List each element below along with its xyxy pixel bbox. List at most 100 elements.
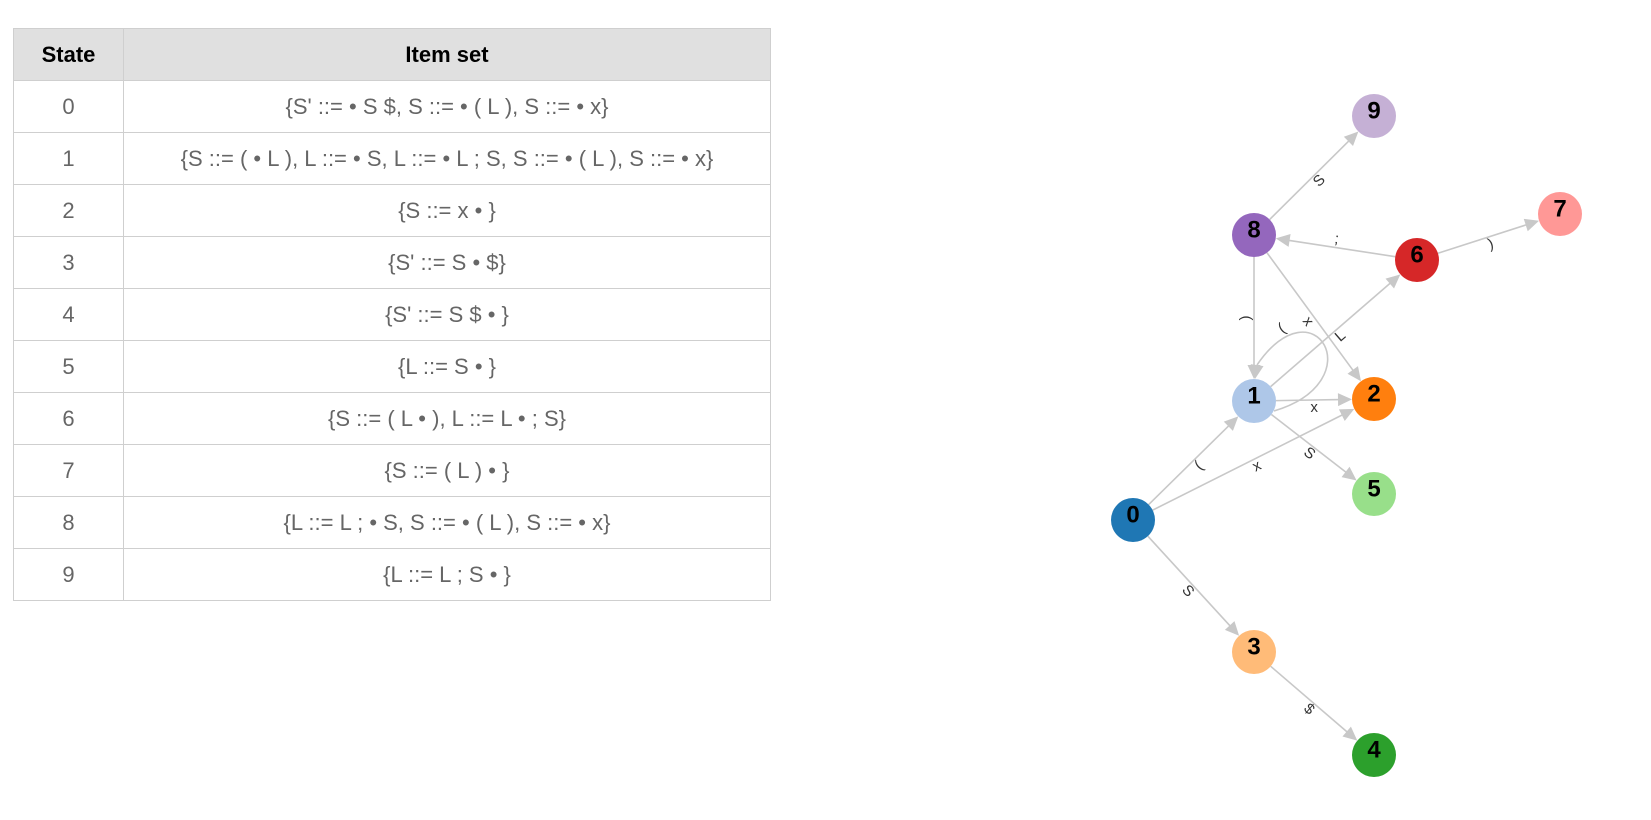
edge-6-to-7: ) — [1437, 218, 1540, 255]
edge-arrowhead — [1250, 364, 1264, 379]
edge-arrowhead — [1275, 234, 1291, 247]
edge-arrowhead — [1247, 365, 1261, 379]
node-label: 3 — [1247, 633, 1260, 660]
table-header-row: State Item set — [13, 28, 771, 81]
node-8: 8 — [1232, 213, 1276, 257]
edge-label: S — [1300, 444, 1318, 464]
edge-label: S — [1310, 171, 1329, 190]
node-circle — [1395, 238, 1439, 282]
edge-label: $ — [1300, 700, 1318, 719]
edge-line — [1152, 413, 1344, 511]
item-set-cell: {S' ::= • S $, S ::= • ( L ), S ::= • x} — [123, 80, 771, 133]
edges-layer: (x S $ (x S L); (x S — [1147, 131, 1540, 741]
item-set-cell: {S ::= ( L • ), L ::= L • ; S} — [123, 392, 771, 445]
edge-label: ( — [1275, 320, 1289, 337]
edge-line — [1287, 239, 1396, 258]
node-circle — [1232, 213, 1276, 257]
state-column-header: State — [13, 28, 124, 81]
item-set-cell: {L ::= S • } — [123, 340, 771, 393]
edge-1-to-6: L — [1270, 274, 1401, 388]
edge-line — [1256, 331, 1329, 412]
state-cell: 2 — [13, 184, 124, 237]
edge-0-to-2: x — [1152, 408, 1355, 511]
edge-line — [1275, 398, 1341, 402]
edge-label: L — [1332, 327, 1349, 345]
node-circle — [1352, 733, 1396, 777]
node-label: 8 — [1247, 216, 1260, 243]
node-1: 1 — [1232, 379, 1276, 423]
edge-label: ; — [1333, 230, 1340, 247]
nodes-layer: 0 1 2 3 4 5 6 7 8 9 — [1111, 94, 1582, 777]
node-label: 0 — [1126, 501, 1139, 528]
edge-arrowhead — [1342, 726, 1358, 741]
node-label: 9 — [1367, 97, 1380, 124]
node-circle — [1232, 630, 1276, 674]
state-cell: 1 — [13, 132, 124, 185]
node-2: 2 — [1352, 377, 1396, 421]
table-row: 8 {L ::= L ; • S, S ::= • ( L ), S ::= •… — [13, 496, 771, 549]
edge-arrowhead — [1385, 274, 1401, 289]
edge-0-to-1: ( — [1148, 416, 1239, 506]
table-row: 1 {S ::= ( • L ), L ::= • S, L ::= • L ;… — [13, 132, 771, 185]
state-table: State Item set 0 {S' ::= • S $, S ::= • … — [13, 28, 771, 601]
edge-label: x — [1310, 399, 1318, 416]
edge-1-to-1: ( — [1250, 320, 1329, 412]
node-circle — [1538, 192, 1582, 236]
edge-arrowhead — [1343, 131, 1359, 146]
edge-line — [1270, 281, 1392, 388]
edge-line — [1266, 252, 1355, 373]
table-row: 2 {S ::= x • } — [13, 184, 771, 237]
item-set-cell: {L ::= L ; • S, S ::= • ( L ), S ::= • x… — [123, 496, 771, 549]
table-row: 4 {S' ::= S $ • } — [13, 288, 771, 341]
edge-8-to-9: S — [1269, 131, 1359, 221]
item-set-column-header: Item set — [123, 28, 771, 81]
edge-arrowhead — [1347, 366, 1362, 382]
edge-arrowhead — [1337, 393, 1353, 407]
node-circle — [1352, 472, 1396, 516]
state-cell: 3 — [13, 236, 124, 289]
item-set-cell: {S' ::= S • $} — [123, 236, 771, 289]
node-5: 5 — [1352, 472, 1396, 516]
node-7: 7 — [1538, 192, 1582, 236]
table-row: 9 {L ::= L ; S • } — [13, 548, 771, 601]
edge-8-to-2: x — [1266, 252, 1362, 382]
item-set-cell: {S ::= ( • L ), L ::= • S, L ::= • L ; S… — [123, 132, 771, 185]
edge-label: ( — [1191, 458, 1206, 474]
edge-arrowhead — [1223, 416, 1239, 431]
edge-label: x — [1299, 313, 1317, 329]
node-label: 1 — [1247, 382, 1260, 409]
edge-1-to-2: x — [1275, 393, 1353, 416]
node-label: 5 — [1367, 475, 1380, 502]
node-circle — [1352, 94, 1396, 138]
item-set-cell: {S ::= x • } — [123, 184, 771, 237]
node-0: 0 — [1111, 498, 1155, 542]
node-circle — [1232, 379, 1276, 423]
edge-arrowhead — [1224, 621, 1240, 636]
node-9: 9 — [1352, 94, 1396, 138]
node-4: 4 — [1352, 733, 1396, 777]
edge-label: ) — [1486, 235, 1496, 253]
node-label: 4 — [1367, 736, 1381, 763]
edge-8-to-1: ( — [1238, 257, 1261, 379]
edge-label: x — [1250, 457, 1265, 476]
state-cell: 4 — [13, 288, 124, 341]
table-row: 7 {S ::= ( L ) • } — [13, 444, 771, 497]
state-cell: 0 — [13, 80, 124, 133]
node-circle — [1352, 377, 1396, 421]
node-circle — [1111, 498, 1155, 542]
edge-line — [1270, 413, 1348, 474]
state-cell: 9 — [13, 548, 124, 601]
item-set-cell: {L ::= L ; S • } — [123, 548, 771, 601]
edge-3-to-4: $ — [1270, 665, 1358, 741]
table-row: 0 {S' ::= • S $, S ::= • ( L ), S ::= • … — [13, 80, 771, 133]
node-label: 2 — [1367, 380, 1380, 407]
edge-arrowhead — [1523, 218, 1540, 232]
edge-line — [1437, 223, 1528, 255]
node-label: 7 — [1553, 195, 1566, 222]
state-cell: 6 — [13, 392, 124, 445]
edge-line — [1269, 139, 1351, 221]
state-cell: 8 — [13, 496, 124, 549]
table-row: 6 {S ::= ( L • ), L ::= L • ; S} — [13, 392, 771, 445]
edge-label: ( — [1238, 316, 1255, 321]
edge-line — [1147, 535, 1232, 628]
